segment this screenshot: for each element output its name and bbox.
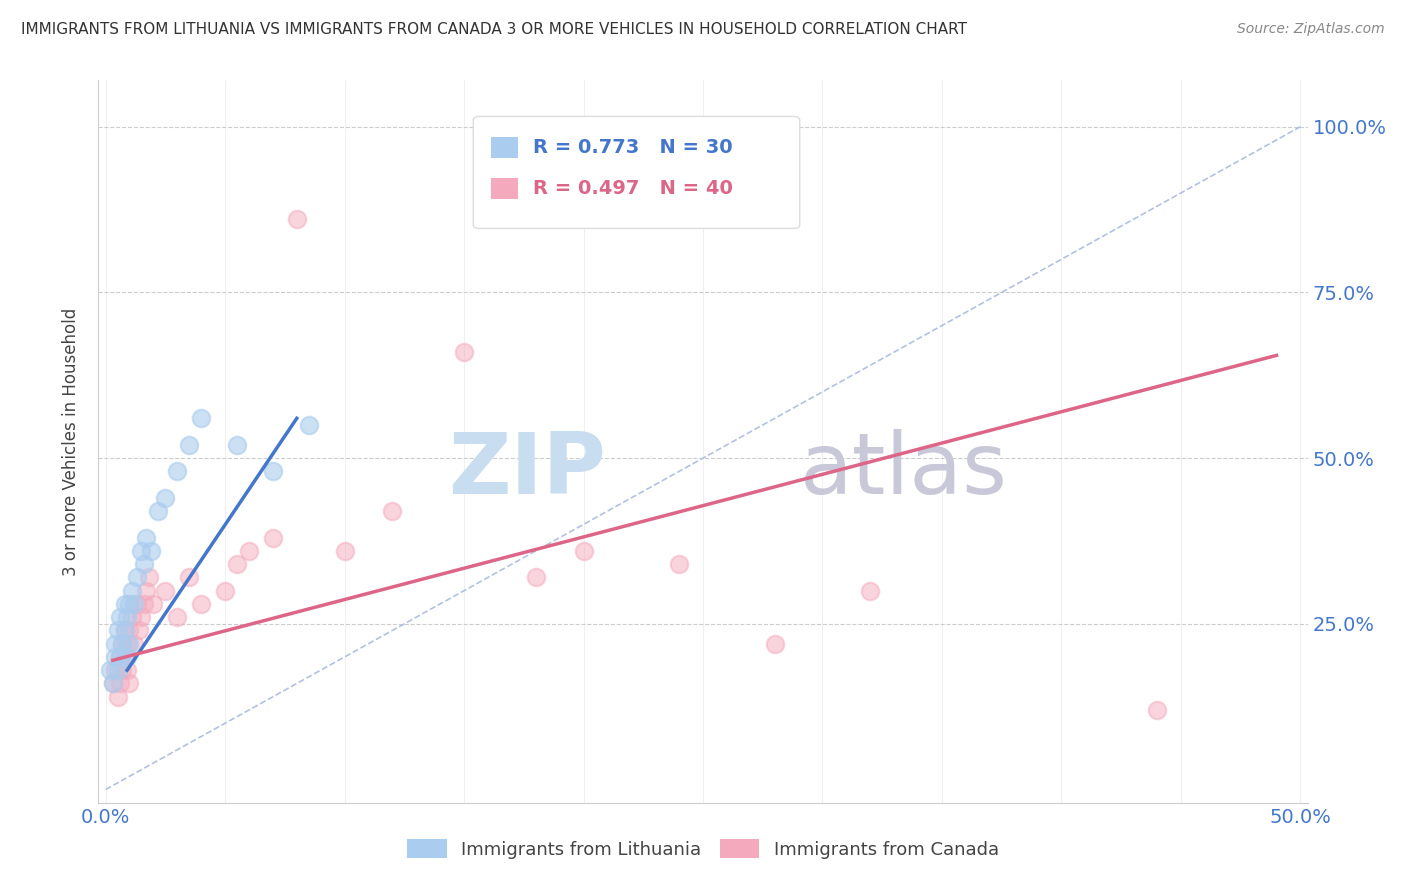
Y-axis label: 3 or more Vehicles in Household: 3 or more Vehicles in Household (62, 308, 80, 575)
Point (142, 597, 165, 611)
Point (333, 544, 356, 558)
Point (121, 610, 143, 624)
Point (132, 557, 155, 571)
Point (139, 544, 162, 558)
Point (108, 610, 131, 624)
Point (155, 491, 177, 505)
FancyBboxPatch shape (474, 117, 800, 228)
Point (114, 597, 136, 611)
Point (135, 531, 157, 545)
Point (262, 464, 284, 478)
Point (166, 610, 188, 624)
Point (179, 570, 201, 584)
Point (138, 570, 160, 584)
Point (524, 570, 547, 584)
Point (572, 544, 595, 558)
Point (131, 544, 153, 558)
Point (101, 676, 124, 690)
Point (125, 570, 148, 584)
Point (118, 624, 141, 638)
Point (128, 624, 150, 638)
Point (111, 663, 134, 677)
Text: atlas: atlas (800, 429, 1008, 512)
Point (104, 637, 127, 651)
Point (108, 676, 131, 690)
Point (668, 557, 690, 571)
Point (115, 637, 138, 651)
Text: Source: ZipAtlas.com: Source: ZipAtlas.com (1237, 22, 1385, 37)
Point (121, 583, 143, 598)
Point (122, 637, 145, 651)
Point (115, 610, 138, 624)
Point (190, 411, 212, 425)
Point (122, 597, 145, 611)
Point (190, 597, 212, 611)
Text: ZIP: ZIP (449, 429, 606, 512)
Legend: Immigrants from Lithuania, Immigrants from Canada: Immigrants from Lithuania, Immigrants fr… (399, 832, 1007, 866)
Point (104, 663, 127, 677)
Point (118, 637, 141, 651)
Point (108, 650, 131, 665)
Point (238, 544, 260, 558)
Point (146, 504, 169, 518)
Point (226, 557, 249, 571)
Point (226, 438, 249, 452)
Point (118, 597, 141, 611)
Point (114, 624, 136, 638)
Point (285, 212, 308, 227)
Point (107, 690, 129, 704)
Point (859, 583, 882, 598)
Point (1146, 703, 1168, 717)
Point (104, 650, 127, 665)
Point (298, 417, 321, 432)
Point (125, 597, 148, 611)
Text: R = 0.497   N = 40: R = 0.497 N = 40 (533, 179, 733, 198)
Point (155, 583, 177, 598)
Point (115, 650, 138, 665)
Point (453, 345, 475, 359)
Point (101, 676, 124, 690)
Point (214, 583, 236, 598)
Point (107, 663, 129, 677)
Text: R = 0.773   N = 30: R = 0.773 N = 30 (533, 138, 733, 157)
FancyBboxPatch shape (492, 178, 517, 200)
Point (166, 464, 188, 478)
Point (98, 663, 121, 677)
Point (111, 637, 134, 651)
Point (135, 583, 157, 598)
Point (115, 663, 138, 677)
FancyBboxPatch shape (492, 136, 517, 158)
Point (381, 504, 404, 518)
Point (114, 650, 136, 665)
Point (114, 624, 136, 638)
Point (118, 676, 141, 690)
Point (131, 610, 153, 624)
Point (763, 637, 786, 651)
Text: IMMIGRANTS FROM LITHUANIA VS IMMIGRANTS FROM CANADA 3 OR MORE VEHICLES IN HOUSEH: IMMIGRANTS FROM LITHUANIA VS IMMIGRANTS … (21, 22, 967, 37)
Point (111, 637, 134, 651)
Point (179, 438, 201, 452)
Point (107, 624, 129, 638)
Point (108, 650, 131, 665)
Point (132, 597, 155, 611)
Point (262, 531, 284, 545)
